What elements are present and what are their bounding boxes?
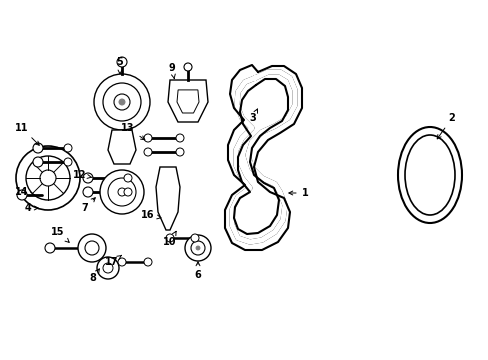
Text: 3: 3 xyxy=(249,109,257,123)
Polygon shape xyxy=(177,90,199,113)
Circle shape xyxy=(118,258,126,266)
Circle shape xyxy=(176,148,183,156)
Circle shape xyxy=(26,156,70,200)
Text: 11: 11 xyxy=(15,123,39,145)
Text: 14: 14 xyxy=(15,187,34,197)
Circle shape xyxy=(143,148,152,156)
Circle shape xyxy=(119,99,125,105)
Circle shape xyxy=(103,263,113,273)
Circle shape xyxy=(165,234,174,242)
Text: 5: 5 xyxy=(116,57,123,74)
Circle shape xyxy=(114,94,130,110)
Circle shape xyxy=(117,57,127,67)
Text: 13: 13 xyxy=(121,123,144,140)
Text: 4: 4 xyxy=(24,203,38,213)
Circle shape xyxy=(40,170,56,186)
Circle shape xyxy=(191,234,199,242)
Circle shape xyxy=(97,257,119,279)
Ellipse shape xyxy=(404,135,454,215)
Text: 2: 2 xyxy=(436,113,454,139)
Circle shape xyxy=(184,235,210,261)
Circle shape xyxy=(94,74,150,130)
Text: 15: 15 xyxy=(51,227,69,242)
Polygon shape xyxy=(108,130,136,164)
Circle shape xyxy=(143,134,152,142)
Text: 10: 10 xyxy=(163,231,176,247)
Circle shape xyxy=(45,243,55,253)
Text: 9: 9 xyxy=(168,63,175,78)
Circle shape xyxy=(103,83,141,121)
Text: 16: 16 xyxy=(141,210,161,220)
Text: 8: 8 xyxy=(89,269,99,283)
Circle shape xyxy=(16,146,80,210)
Text: 6: 6 xyxy=(194,262,201,280)
Circle shape xyxy=(33,143,43,153)
Text: 12: 12 xyxy=(73,170,92,180)
Polygon shape xyxy=(156,167,180,230)
Circle shape xyxy=(83,173,93,183)
Polygon shape xyxy=(168,80,207,122)
Text: 17: 17 xyxy=(105,255,122,267)
Circle shape xyxy=(191,241,204,255)
Circle shape xyxy=(33,157,43,167)
Circle shape xyxy=(64,144,72,152)
Circle shape xyxy=(143,258,152,266)
Circle shape xyxy=(176,134,183,142)
Circle shape xyxy=(83,187,93,197)
Circle shape xyxy=(78,234,106,262)
Circle shape xyxy=(118,188,126,196)
Circle shape xyxy=(108,178,136,206)
Text: 7: 7 xyxy=(81,198,95,213)
Circle shape xyxy=(100,170,143,214)
Circle shape xyxy=(183,63,192,71)
Circle shape xyxy=(124,188,132,196)
Ellipse shape xyxy=(397,127,461,223)
Circle shape xyxy=(196,246,200,250)
Circle shape xyxy=(17,190,27,200)
Circle shape xyxy=(85,241,99,255)
Circle shape xyxy=(124,174,132,182)
Circle shape xyxy=(64,158,72,166)
Text: 1: 1 xyxy=(288,188,308,198)
